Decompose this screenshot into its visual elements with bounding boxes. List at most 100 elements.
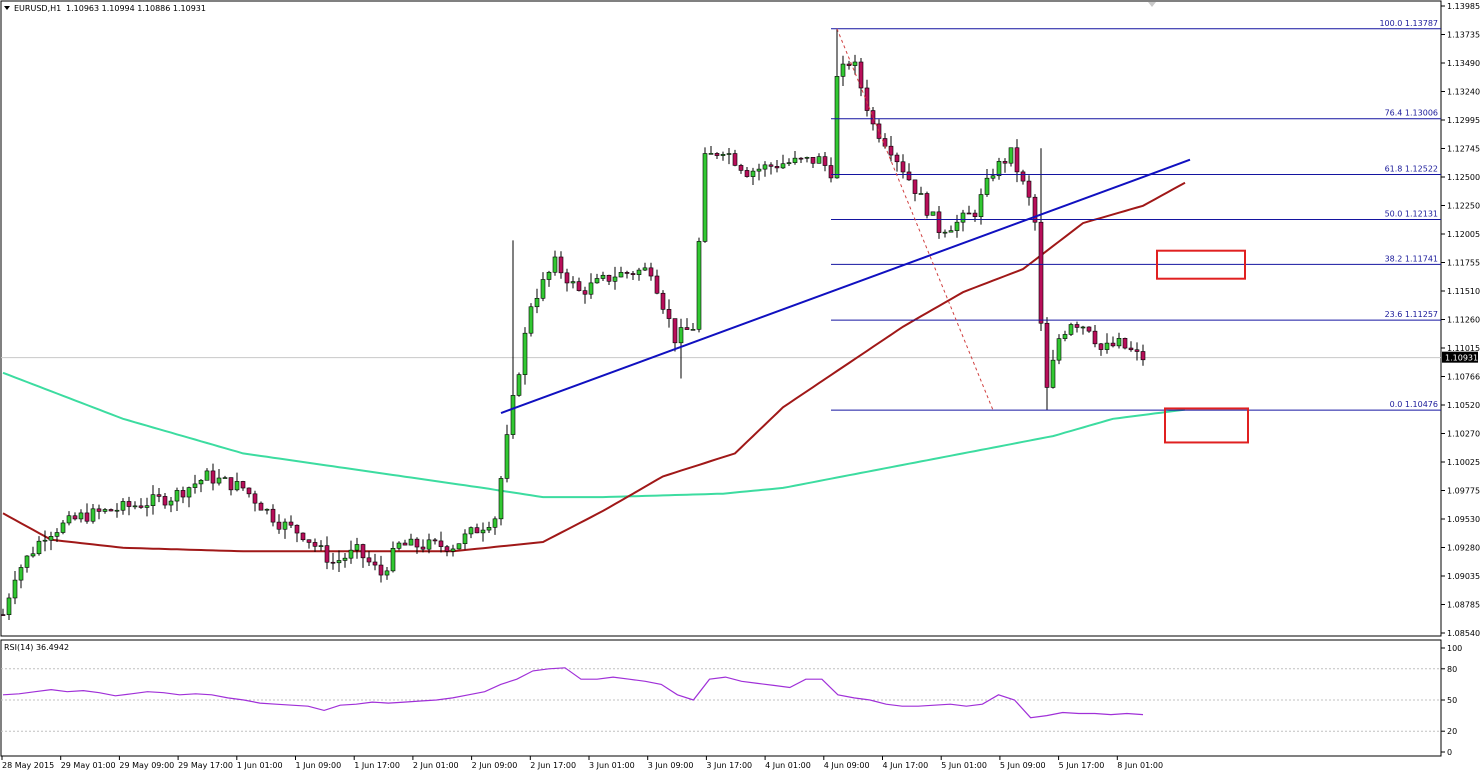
ohlc-values: 1.10963 1.10994 1.10886 1.10931 <box>66 4 206 13</box>
candle-body <box>714 153 720 156</box>
candle-body <box>108 509 114 512</box>
price-tick-label: 1.11015 <box>1447 344 1480 353</box>
candle-body <box>294 524 300 534</box>
candle-body <box>378 564 384 576</box>
candle-body <box>594 278 600 284</box>
candle-body <box>60 522 66 533</box>
candle-body <box>324 545 330 563</box>
price-tick-label: 1.12995 <box>1447 116 1480 125</box>
candle-body <box>750 170 756 177</box>
candle-body <box>576 281 582 291</box>
candle-body <box>234 481 240 491</box>
candle-body <box>1134 349 1140 352</box>
candle-body <box>552 256 558 273</box>
candle-body <box>1122 338 1128 349</box>
candle-body <box>1044 322 1050 388</box>
candle-body <box>792 157 798 163</box>
price-tick-label: 1.10270 <box>1447 430 1480 439</box>
time-label: 3 Jun 01:00 <box>589 761 635 770</box>
candle-body <box>420 546 426 550</box>
candle-body <box>528 306 534 334</box>
time-label: 29 May 01:00 <box>61 761 116 770</box>
candle-body <box>522 332 528 375</box>
candle-body <box>144 505 150 508</box>
price-tick-label: 1.12005 <box>1447 230 1480 239</box>
candle-body <box>828 165 834 179</box>
red-dotted-swing <box>836 28 994 411</box>
candle-body <box>354 544 360 551</box>
candle-body <box>798 157 804 160</box>
candle-body <box>78 512 84 520</box>
dropdown-triangle-icon[interactable] <box>4 6 10 10</box>
candle-body <box>936 211 942 233</box>
candle-body <box>834 76 840 179</box>
candle-body <box>6 597 12 616</box>
candle-body <box>678 327 684 344</box>
time-label: 4 Jun 17:00 <box>883 761 929 770</box>
price-tick-label: 1.08540 <box>1447 629 1480 638</box>
candle-body <box>516 374 522 396</box>
candle-body <box>468 527 474 535</box>
candle-body <box>600 274 606 279</box>
rsi-pane[interactable] <box>0 639 1442 757</box>
candle-body <box>432 539 438 542</box>
candle-body <box>246 487 252 495</box>
candle-body <box>696 241 702 330</box>
candle-body <box>438 540 444 547</box>
rsi-level-label: 20 <box>1447 727 1457 736</box>
candle-body <box>864 87 870 111</box>
fib-level-label: 100.0 1.13787 <box>1379 19 1438 28</box>
rsi-indicator: 100 80 50 20 0 <box>1 644 1462 757</box>
candle-body <box>762 164 768 170</box>
candle-body <box>402 542 408 546</box>
time-label: 3 Jun 09:00 <box>648 761 694 770</box>
candle-body <box>30 553 36 557</box>
scroll-marker-icon[interactable] <box>1148 2 1156 7</box>
candle-body <box>918 193 924 195</box>
candle-body <box>660 292 666 310</box>
candle-body <box>558 256 564 274</box>
time-label: 28 May 2015 <box>2 761 54 770</box>
candle-body <box>1098 343 1104 350</box>
candle-body <box>690 329 696 331</box>
time-label: 1 Jun 09:00 <box>296 761 342 770</box>
fib-level-label: 61.8 1.12522 <box>1385 164 1438 173</box>
ma-red-line <box>2 181 1186 553</box>
candle-body <box>738 165 744 171</box>
price-tick-label: 1.12500 <box>1447 173 1480 182</box>
candle-body <box>1050 359 1056 388</box>
candle-body <box>114 509 120 512</box>
candle-body <box>840 63 846 77</box>
time-label: 2 Jun 17:00 <box>530 761 576 770</box>
candle-body <box>636 269 642 275</box>
price-axis: 1.13985 1.13735 1.13490 1.13240 1.12995 1.127… <box>1441 2 1480 638</box>
price-pane[interactable] <box>0 0 1442 637</box>
candle-body <box>930 211 936 216</box>
symbol-label: EURUSD,H1 <box>14 4 61 13</box>
candle-body <box>102 509 108 512</box>
candle-body <box>96 508 102 512</box>
candle-body <box>804 157 810 159</box>
candle-body <box>264 508 270 511</box>
price-tick-label: 1.10766 <box>1447 373 1480 382</box>
candle-body <box>1074 324 1080 328</box>
candle-body <box>1014 147 1020 173</box>
price-tick-label: 1.09530 <box>1447 515 1480 524</box>
candle-body <box>192 483 198 488</box>
time-label: 2 Jun 09:00 <box>472 761 518 770</box>
price-tick-label: 1.13240 <box>1447 88 1480 97</box>
candles <box>0 28 1146 620</box>
price-tick-label: 1.13735 <box>1447 31 1480 40</box>
candle-body <box>312 542 318 547</box>
candle-body <box>858 61 864 89</box>
candle-body <box>996 161 1002 177</box>
candle-body <box>654 275 660 294</box>
candle-body <box>564 272 570 284</box>
candle-body <box>720 154 726 156</box>
candle-body <box>870 110 876 125</box>
candle-body <box>486 527 492 531</box>
candle-body <box>42 539 48 542</box>
candle-body <box>360 544 366 559</box>
candle-body <box>126 501 132 507</box>
